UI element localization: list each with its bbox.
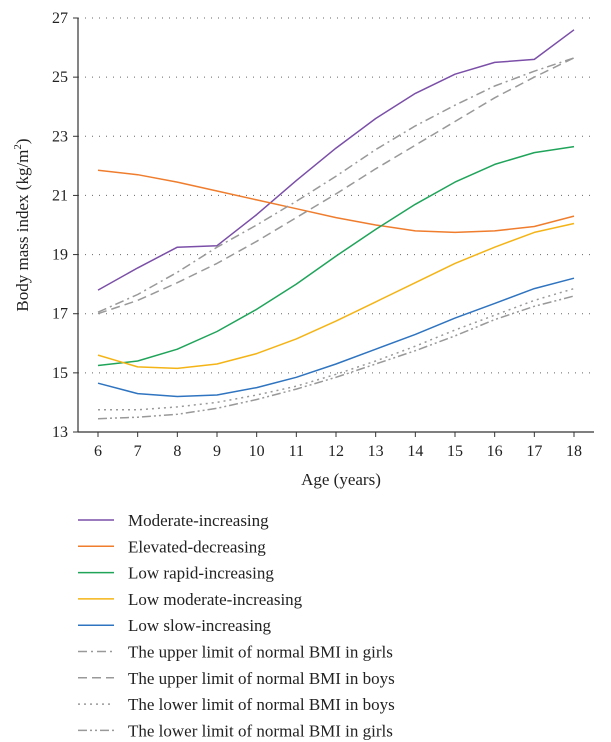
x-tick-label-6: 6 bbox=[94, 443, 102, 460]
x-tick-label-10: 10 bbox=[249, 443, 265, 460]
legend-label-6: The upper limit of normal BMI in girls bbox=[128, 643, 393, 662]
y-axis-label-superscript: 2 bbox=[12, 144, 24, 150]
legend-label-1: Moderate-increasing bbox=[128, 511, 269, 530]
legend-label-7: The upper limit of normal BMI in boys bbox=[128, 669, 395, 688]
series-line-6 bbox=[97, 57, 575, 313]
y-tick-label-25: 25 bbox=[52, 69, 68, 86]
series-line-1 bbox=[97, 29, 575, 291]
x-axis-label: Age (years) bbox=[301, 470, 381, 489]
legend-label-3: Low rapid-increasing bbox=[128, 564, 274, 583]
series-line-8 bbox=[98, 287, 575, 411]
x-tick-label-7: 7 bbox=[134, 443, 142, 460]
legend-label-4: Low moderate-increasing bbox=[128, 590, 303, 609]
x-tick-label-11: 11 bbox=[289, 443, 304, 460]
x-tick-label-8: 8 bbox=[173, 443, 181, 460]
x-tick-label-15: 15 bbox=[447, 443, 463, 460]
axes bbox=[77, 18, 594, 433]
y-axis-label-close: ) bbox=[13, 138, 32, 144]
x-tick-label-13: 13 bbox=[368, 443, 384, 460]
y-tick-label-23: 23 bbox=[52, 128, 68, 145]
series-line-5 bbox=[97, 277, 575, 398]
series-line-2 bbox=[97, 169, 575, 234]
x-tick-label-14: 14 bbox=[407, 443, 423, 460]
y-tick-label-27: 27 bbox=[52, 10, 68, 27]
gridlines bbox=[78, 17, 594, 374]
legend-label-2: Elevated-decreasing bbox=[128, 537, 266, 556]
x-tick-labels: 6 7 8 9 10 11 12 13 14 15 16 17 18 bbox=[94, 432, 582, 460]
y-tick-label-17: 17 bbox=[52, 306, 68, 323]
y-tick-label-21: 21 bbox=[52, 187, 68, 204]
legend-label-8: The lower limit of normal BMI in boys bbox=[128, 695, 395, 714]
y-axis-label: Body mass index (kg/m2) bbox=[12, 138, 32, 311]
x-tick-label-18: 18 bbox=[566, 443, 582, 460]
x-tick-label-9: 9 bbox=[213, 443, 221, 460]
legend-label-5: Low slow-increasing bbox=[128, 616, 272, 635]
series-line-4 bbox=[97, 222, 575, 370]
legend: Moderate-increasing Elevated-decreasing Lo… bbox=[78, 511, 395, 740]
y-tick-label-13: 13 bbox=[52, 424, 68, 441]
x-tick-label-16: 16 bbox=[487, 443, 503, 460]
y-tick-label-15: 15 bbox=[52, 365, 68, 382]
legend-label-9: The lower limit of normal BMI in girls bbox=[128, 721, 393, 740]
series-line-7 bbox=[97, 57, 575, 315]
x-tick-label-17: 17 bbox=[526, 443, 542, 460]
x-tick-label-12: 12 bbox=[328, 443, 344, 460]
series-line-3 bbox=[97, 145, 575, 367]
y-axis-label-main: Body mass index (kg/m bbox=[13, 150, 32, 312]
y-tick-labels: 13 15 17 19 21 23 25 27 bbox=[52, 10, 78, 441]
y-tick-label-19: 19 bbox=[52, 247, 68, 264]
series-line-9 bbox=[97, 295, 575, 420]
series-lines bbox=[97, 29, 575, 420]
